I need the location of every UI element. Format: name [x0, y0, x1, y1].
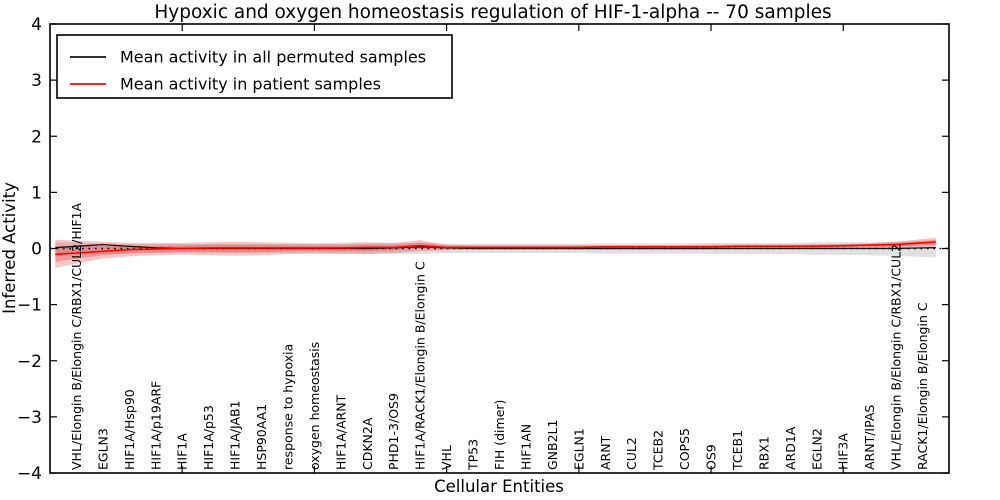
x-category-label: TCEB1: [730, 430, 745, 471]
x-category-label: HIF1A/Hsp90: [122, 389, 137, 470]
x-category-label: OS9: [704, 444, 719, 470]
x-category-label: PHD1-3/OS9: [386, 393, 401, 470]
y-tick-label: −4: [17, 464, 42, 484]
x-category-label: HIF1A/ARNT: [333, 394, 348, 470]
x-category-label: CUL2: [624, 437, 639, 470]
x-category-label: oxygen homeostasis: [307, 342, 322, 470]
x-category-label: TCEB2: [651, 430, 666, 471]
patient-confidence-band-inner: [55, 239, 936, 262]
x-category-label: HIF3A: [836, 433, 851, 470]
y-tick-label: 0: [31, 240, 42, 260]
y-tick-label: 1: [31, 183, 42, 203]
y-axis-label: Inferred Activity: [0, 182, 19, 314]
x-category-label: FIH (dimer): [492, 400, 507, 470]
x-category-label: ARD1A: [783, 426, 798, 470]
x-category-label: HIF1A/p19ARF: [148, 381, 163, 470]
x-category-label: EGLN1: [571, 428, 586, 470]
y-tick-label: −2: [17, 352, 42, 372]
x-category-label: TP53: [466, 439, 481, 471]
legend-item-label: Mean activity in all permuted samples: [120, 48, 426, 67]
x-category-label: RBX1: [756, 436, 771, 470]
y-tick-label: 2: [31, 127, 42, 147]
x-category-label: EGLN3: [95, 428, 110, 470]
x-category-label: HIF1A: [175, 433, 190, 470]
legend: Mean activity in all permuted samples Mea…: [56, 34, 453, 99]
x-category-label: HIF1A/p53: [201, 405, 216, 470]
x-category-label: HIF1AN: [518, 424, 533, 470]
x-category-label: HSP90AA1: [254, 404, 269, 470]
patient-confidence-band-outer: [55, 237, 936, 268]
x-category-label: GNB2L1: [545, 420, 560, 470]
x-category-label: VHL: [439, 445, 454, 470]
x-category-label: COPS5: [677, 428, 692, 470]
chart-title: Hypoxic and oxygen homeostasis regulatio…: [154, 2, 831, 23]
legend-box: [56, 34, 453, 99]
x-axis-label: Cellular Entities: [434, 477, 564, 496]
x-category-label: HIF1A/JAB1: [228, 400, 243, 470]
x-category-label: HIF1A/RACK1/Elongin B/Elongin C: [413, 261, 428, 470]
x-category-label: CDKN2A: [360, 417, 375, 470]
permuted-confidence-band: [55, 240, 936, 258]
x-category-label: RACK1/Elongin B/Elongin C: [915, 302, 930, 470]
y-tick-label: 3: [31, 71, 42, 91]
y-tick-label: −1: [17, 296, 42, 316]
x-category-label: EGLN2: [809, 428, 824, 470]
x-category-label: VHL/Elongin B/Elongin C/RBX1/CUL2/HIF1A: [69, 202, 84, 470]
x-category-label: VHL/Elongin B/Elongin C/RBX1/CUL2: [889, 244, 904, 470]
y-tick-label: −3: [17, 408, 42, 428]
y-tick-label: 4: [31, 15, 42, 35]
x-category-label: response to hypoxia: [280, 344, 295, 470]
x-category-label: ARNT: [598, 435, 613, 470]
x-category-label: ARNT/IPAS: [862, 405, 877, 470]
legend-item-label: Mean activity in patient samples: [120, 75, 381, 94]
patient-mean-line: [55, 241, 936, 256]
